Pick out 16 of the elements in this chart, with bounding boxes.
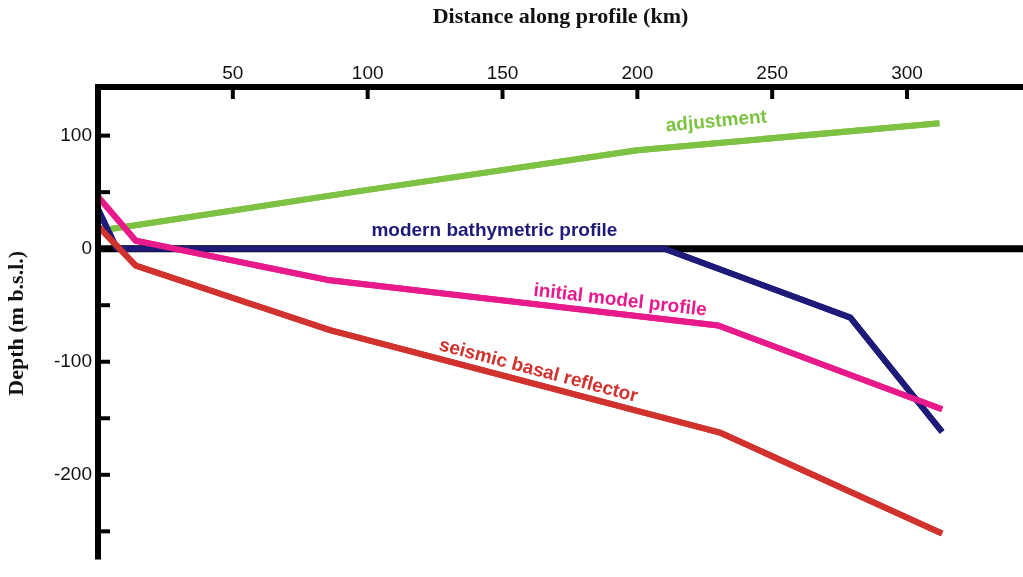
text: seismic basal reflector xyxy=(436,333,641,407)
text: adjustment xyxy=(664,105,769,136)
x-tick-label: 200 xyxy=(621,61,654,83)
text: initial model profile xyxy=(532,278,708,320)
x-tick-label: 300 xyxy=(891,61,923,83)
x-axis-title: Distance along profile (km) xyxy=(432,2,689,28)
y-axis-title: Depth (m b.s.l.) xyxy=(2,250,28,396)
y-tick-label: -100 xyxy=(53,349,92,371)
y-tick-label: -200 xyxy=(53,463,92,485)
x-tick-label: 100 xyxy=(351,61,384,83)
x-tick-label: 150 xyxy=(486,61,519,83)
x-tick-label: 250 xyxy=(756,61,789,83)
x-tick-label: 50 xyxy=(222,61,244,83)
y-tick-label: 100 xyxy=(60,123,92,145)
y-tick-label: 0 xyxy=(81,236,92,258)
series-label: modern bathymetric profile xyxy=(371,219,618,241)
